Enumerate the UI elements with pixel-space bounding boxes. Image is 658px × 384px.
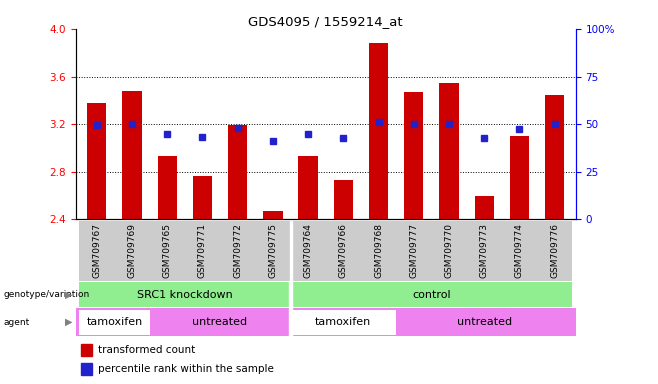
- Text: GSM709766: GSM709766: [339, 223, 348, 278]
- Bar: [502, 221, 537, 281]
- Text: GSM709764: GSM709764: [303, 223, 313, 278]
- Bar: [545, 94, 565, 219]
- Bar: [440, 83, 459, 219]
- Text: GSM709769: GSM709769: [128, 223, 136, 278]
- Bar: [334, 180, 353, 219]
- Text: GSM709773: GSM709773: [480, 223, 489, 278]
- Bar: [263, 211, 282, 219]
- Bar: [432, 221, 467, 281]
- Text: genotype/variation: genotype/variation: [3, 290, 89, 299]
- Bar: [467, 221, 502, 281]
- Text: GSM709772: GSM709772: [233, 223, 242, 278]
- Bar: [79, 310, 149, 334]
- Bar: [474, 195, 494, 219]
- Text: ▶: ▶: [65, 317, 73, 327]
- Text: agent: agent: [3, 318, 30, 327]
- Bar: [220, 221, 255, 281]
- Text: SRC1 knockdown: SRC1 knockdown: [137, 290, 233, 300]
- Bar: [369, 43, 388, 219]
- Bar: [510, 136, 529, 219]
- Bar: [79, 221, 114, 281]
- Bar: [122, 91, 141, 219]
- Bar: [290, 221, 326, 281]
- Text: percentile rank within the sample: percentile rank within the sample: [98, 364, 274, 374]
- Bar: [290, 310, 396, 334]
- Bar: [289, 308, 292, 336]
- Bar: [299, 156, 318, 219]
- Text: GSM709771: GSM709771: [198, 223, 207, 278]
- Text: GSM709767: GSM709767: [92, 223, 101, 278]
- Bar: [326, 221, 361, 281]
- Bar: [290, 282, 572, 307]
- Text: untreated: untreated: [457, 317, 512, 327]
- Bar: [114, 221, 149, 281]
- Bar: [255, 221, 290, 281]
- Bar: [404, 92, 424, 219]
- Text: GSM709770: GSM709770: [444, 223, 453, 278]
- Bar: [193, 177, 212, 219]
- Text: transformed count: transformed count: [98, 345, 195, 355]
- Bar: [87, 103, 107, 219]
- Bar: [149, 221, 185, 281]
- Bar: [228, 126, 247, 219]
- Bar: [81, 363, 91, 375]
- Text: GSM709775: GSM709775: [268, 223, 278, 278]
- Bar: [396, 221, 432, 281]
- Bar: [185, 221, 220, 281]
- Text: control: control: [412, 290, 451, 300]
- Bar: [396, 310, 572, 334]
- Bar: [361, 221, 396, 281]
- Bar: [289, 281, 292, 308]
- Text: GSM709765: GSM709765: [163, 223, 172, 278]
- Text: GSM709768: GSM709768: [374, 223, 383, 278]
- Text: tamoxifen: tamoxifen: [315, 317, 372, 327]
- Bar: [537, 221, 572, 281]
- Bar: [290, 221, 292, 281]
- Text: tamoxifen: tamoxifen: [86, 317, 143, 327]
- Text: GSM709777: GSM709777: [409, 223, 418, 278]
- Text: GSM709774: GSM709774: [515, 223, 524, 278]
- Bar: [79, 282, 290, 307]
- Text: GSM709776: GSM709776: [550, 223, 559, 278]
- Bar: [157, 156, 177, 219]
- Bar: [149, 310, 290, 334]
- Bar: [81, 344, 91, 356]
- Text: ▶: ▶: [65, 290, 73, 300]
- Text: untreated: untreated: [193, 317, 247, 327]
- Title: GDS4095 / 1559214_at: GDS4095 / 1559214_at: [249, 15, 403, 28]
